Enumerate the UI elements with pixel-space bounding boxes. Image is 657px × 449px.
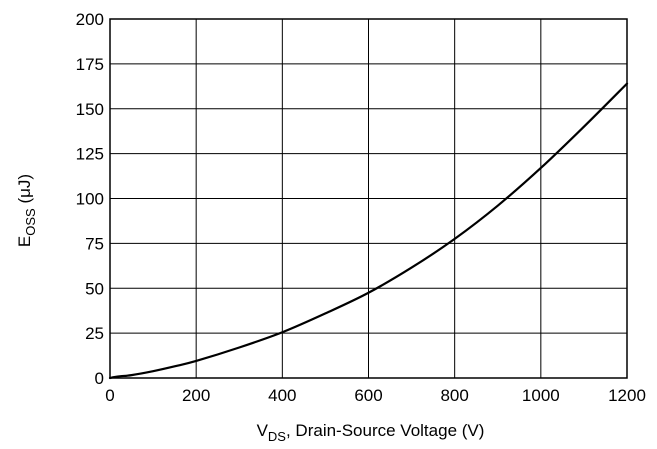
- y-axis-title-sub: OSS: [23, 208, 38, 236]
- grid-lines: [110, 19, 627, 378]
- x-tick-label: 400: [268, 386, 296, 405]
- y-tick-label: 50: [85, 279, 104, 298]
- y-tick-labels: 0 25 50 75 100 125 150 175 200: [76, 10, 104, 388]
- y-tick-label: 200: [76, 10, 104, 29]
- y-tick-label: 0: [95, 369, 104, 388]
- x-tick-label: 1200: [608, 386, 646, 405]
- y-axis-title-rest: (μJ): [15, 174, 34, 208]
- y-tick-label: 125: [76, 145, 104, 164]
- x-axis-title-main: V: [257, 421, 269, 440]
- x-axis-title-rest: , Drain-Source Voltage (V): [286, 421, 484, 440]
- x-tick-label: 0: [105, 386, 114, 405]
- y-tick-label: 150: [76, 100, 104, 119]
- y-axis-title: EOSS (μJ): [15, 174, 38, 247]
- y-tick-label: 175: [76, 55, 104, 74]
- series-layer: [108, 82, 629, 380]
- x-tick-label: 800: [440, 386, 468, 405]
- x-tick-label: 600: [354, 386, 382, 405]
- x-tick-label: 200: [182, 386, 210, 405]
- plot-frame: [109, 18, 628, 379]
- y-tick-label: 75: [85, 234, 104, 253]
- x-tick-labels: 0 200 400 600 800 1000 1200: [105, 386, 646, 405]
- x-tick-label: 1000: [522, 386, 560, 405]
- eoss-curve: [108, 82, 629, 380]
- y-axis-title-main: E: [15, 236, 34, 247]
- y-tick-label: 100: [76, 190, 104, 209]
- x-axis-title-sub: DS: [268, 429, 286, 444]
- x-axis-title: VDS, Drain-Source Voltage (V): [257, 421, 485, 444]
- y-tick-label: 25: [85, 324, 104, 343]
